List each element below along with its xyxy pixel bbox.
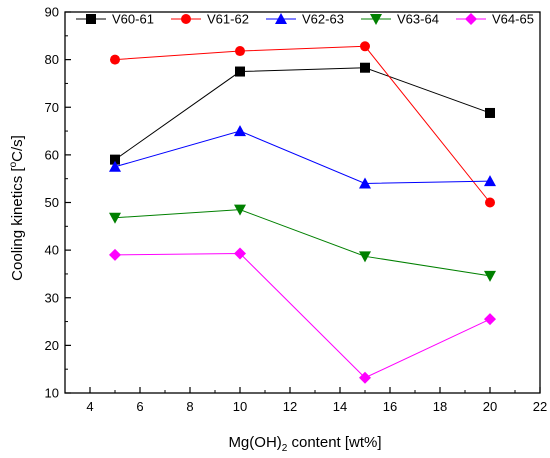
y-tick-label: 10: [45, 386, 59, 401]
data-point: [235, 46, 245, 57]
data-point: [360, 62, 370, 73]
legend-item: V62-63: [266, 12, 344, 27]
legend-marker: [181, 14, 191, 24]
legend-label: V63-64: [397, 12, 439, 27]
y-axis-title-superscript: o: [8, 161, 19, 167]
x-tick-label: 10: [233, 399, 247, 414]
y-tick-label: 60: [45, 147, 59, 162]
legend-label: V60-61: [112, 12, 154, 27]
y-axis: 10 20 30 40 50 60 70 80 90: [45, 5, 71, 401]
data-point: [484, 313, 496, 326]
data-point: [234, 125, 246, 137]
series-v62-63: [109, 125, 496, 189]
x-tick-label: 16: [383, 399, 397, 414]
y-tick-label: 70: [45, 100, 59, 115]
data-point: [109, 160, 121, 172]
data-point: [484, 175, 496, 187]
series-v63-64: [109, 204, 496, 282]
x-tick-label: 12: [283, 399, 297, 414]
data-point: [109, 248, 121, 261]
legend-label: V61-62: [207, 12, 249, 27]
legend-label: V62-63: [302, 12, 344, 27]
y-tick-label: 40: [45, 243, 59, 258]
series-v60-61: [110, 62, 495, 165]
legend-item: V61-62: [171, 12, 249, 27]
x-tick-label: 14: [333, 399, 347, 414]
y-axis-title: Cooling kinetics [oC/s]: [8, 135, 26, 281]
data-point: [235, 66, 245, 77]
legend-label: V64-65: [492, 12, 534, 27]
data-point: [110, 54, 120, 65]
x-axis-title-main: Mg(OH): [228, 434, 281, 451]
legend-item: V60-61: [76, 12, 154, 27]
series-layer: [109, 41, 496, 384]
legend-marker: [275, 13, 287, 24]
y-tick-label: 80: [45, 52, 59, 67]
x-axis-title-subscript: 2: [282, 443, 288, 454]
series-line: [114, 45, 491, 203]
legend-marker: [465, 13, 477, 25]
series-line: [114, 67, 491, 161]
data-point: [234, 247, 246, 260]
x-tick-label: 4: [86, 399, 93, 414]
x-tick-label: 20: [483, 399, 497, 414]
data-point: [359, 251, 371, 263]
data-point: [359, 177, 371, 189]
y-axis-title-main: Cooling kinetics [: [9, 167, 26, 281]
x-tick-label: 8: [186, 399, 193, 414]
legend-marker: [86, 14, 96, 24]
data-point: [359, 371, 371, 384]
x-tick-label: 6: [136, 399, 143, 414]
data-point: [485, 107, 495, 118]
series-v64-65: [109, 247, 496, 384]
data-point: [485, 197, 495, 208]
x-tick-label: 22: [533, 399, 547, 414]
series-line: [114, 252, 491, 379]
legend-marker: [370, 14, 382, 25]
y-tick-label: 20: [45, 338, 59, 353]
data-point: [360, 41, 370, 52]
y-axis-title-rest: C/s]: [9, 135, 26, 162]
y-tick-label: 50: [45, 195, 59, 210]
legend-item: V64-65: [456, 12, 534, 27]
data-point: [484, 270, 496, 282]
data-point: [234, 204, 246, 216]
series-v61-62: [110, 41, 495, 208]
y-tick-label: 90: [45, 5, 59, 20]
data-point: [109, 212, 121, 224]
data-point: [110, 154, 120, 165]
series-line: [114, 209, 491, 277]
legend: V60-61 V61-62 V62-63 V63-64 V64-65: [76, 12, 534, 27]
x-axis: 4 6 8 10 12 14 16 18 20 22: [86, 387, 547, 414]
x-axis-title: Mg(OH)2 content [wt%]: [228, 434, 381, 454]
x-tick-label: 18: [433, 399, 447, 414]
legend-item: V63-64: [361, 12, 439, 27]
x-axis-title-rest: content [wt%]: [287, 434, 381, 451]
series-line: [114, 130, 491, 184]
y-tick-label: 30: [45, 290, 59, 305]
